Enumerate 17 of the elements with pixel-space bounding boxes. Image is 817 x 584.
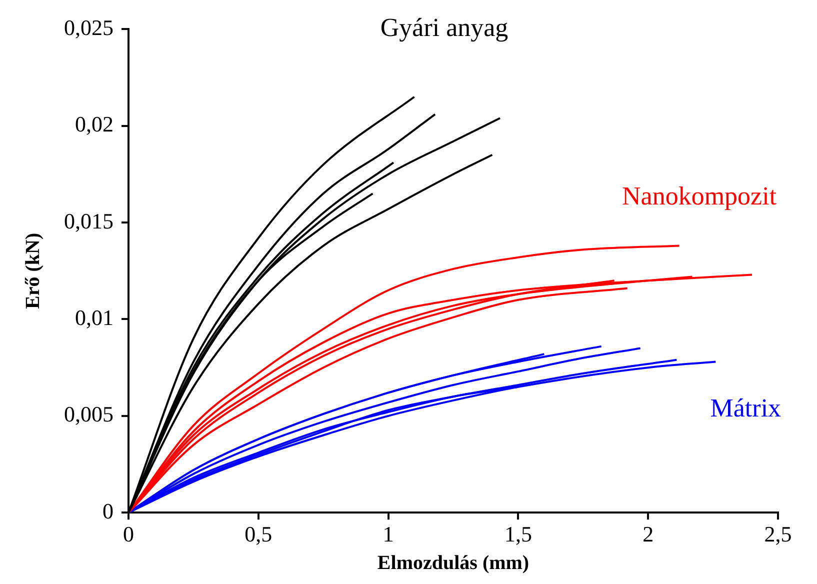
series-label: Nanokompozit: [622, 182, 778, 211]
x-axis-title: Elmozdulás (mm): [377, 552, 530, 574]
x-tick-label: 1,5: [504, 522, 532, 547]
x-tick-label: 2: [642, 522, 654, 547]
y-tick-label: 0,015: [64, 208, 114, 234]
y-tick-label: 0,01: [75, 305, 114, 330]
x-tick-label: 0,5: [244, 522, 272, 547]
y-tick-label: 0,025: [64, 14, 114, 40]
x-tick-label: 0: [123, 522, 134, 547]
text: Gyári anyag: [380, 13, 508, 42]
y-tick-label: 0,02: [75, 112, 114, 137]
x-tick-label: 1: [382, 522, 394, 547]
y-tick-label: 0,005: [64, 402, 114, 427]
y-axis-title: Erő (kN): [22, 232, 44, 309]
x-tick-label: 2,5: [764, 522, 792, 547]
series-label: Mátrix: [710, 394, 782, 423]
y-tick-label: 0: [102, 498, 114, 524]
